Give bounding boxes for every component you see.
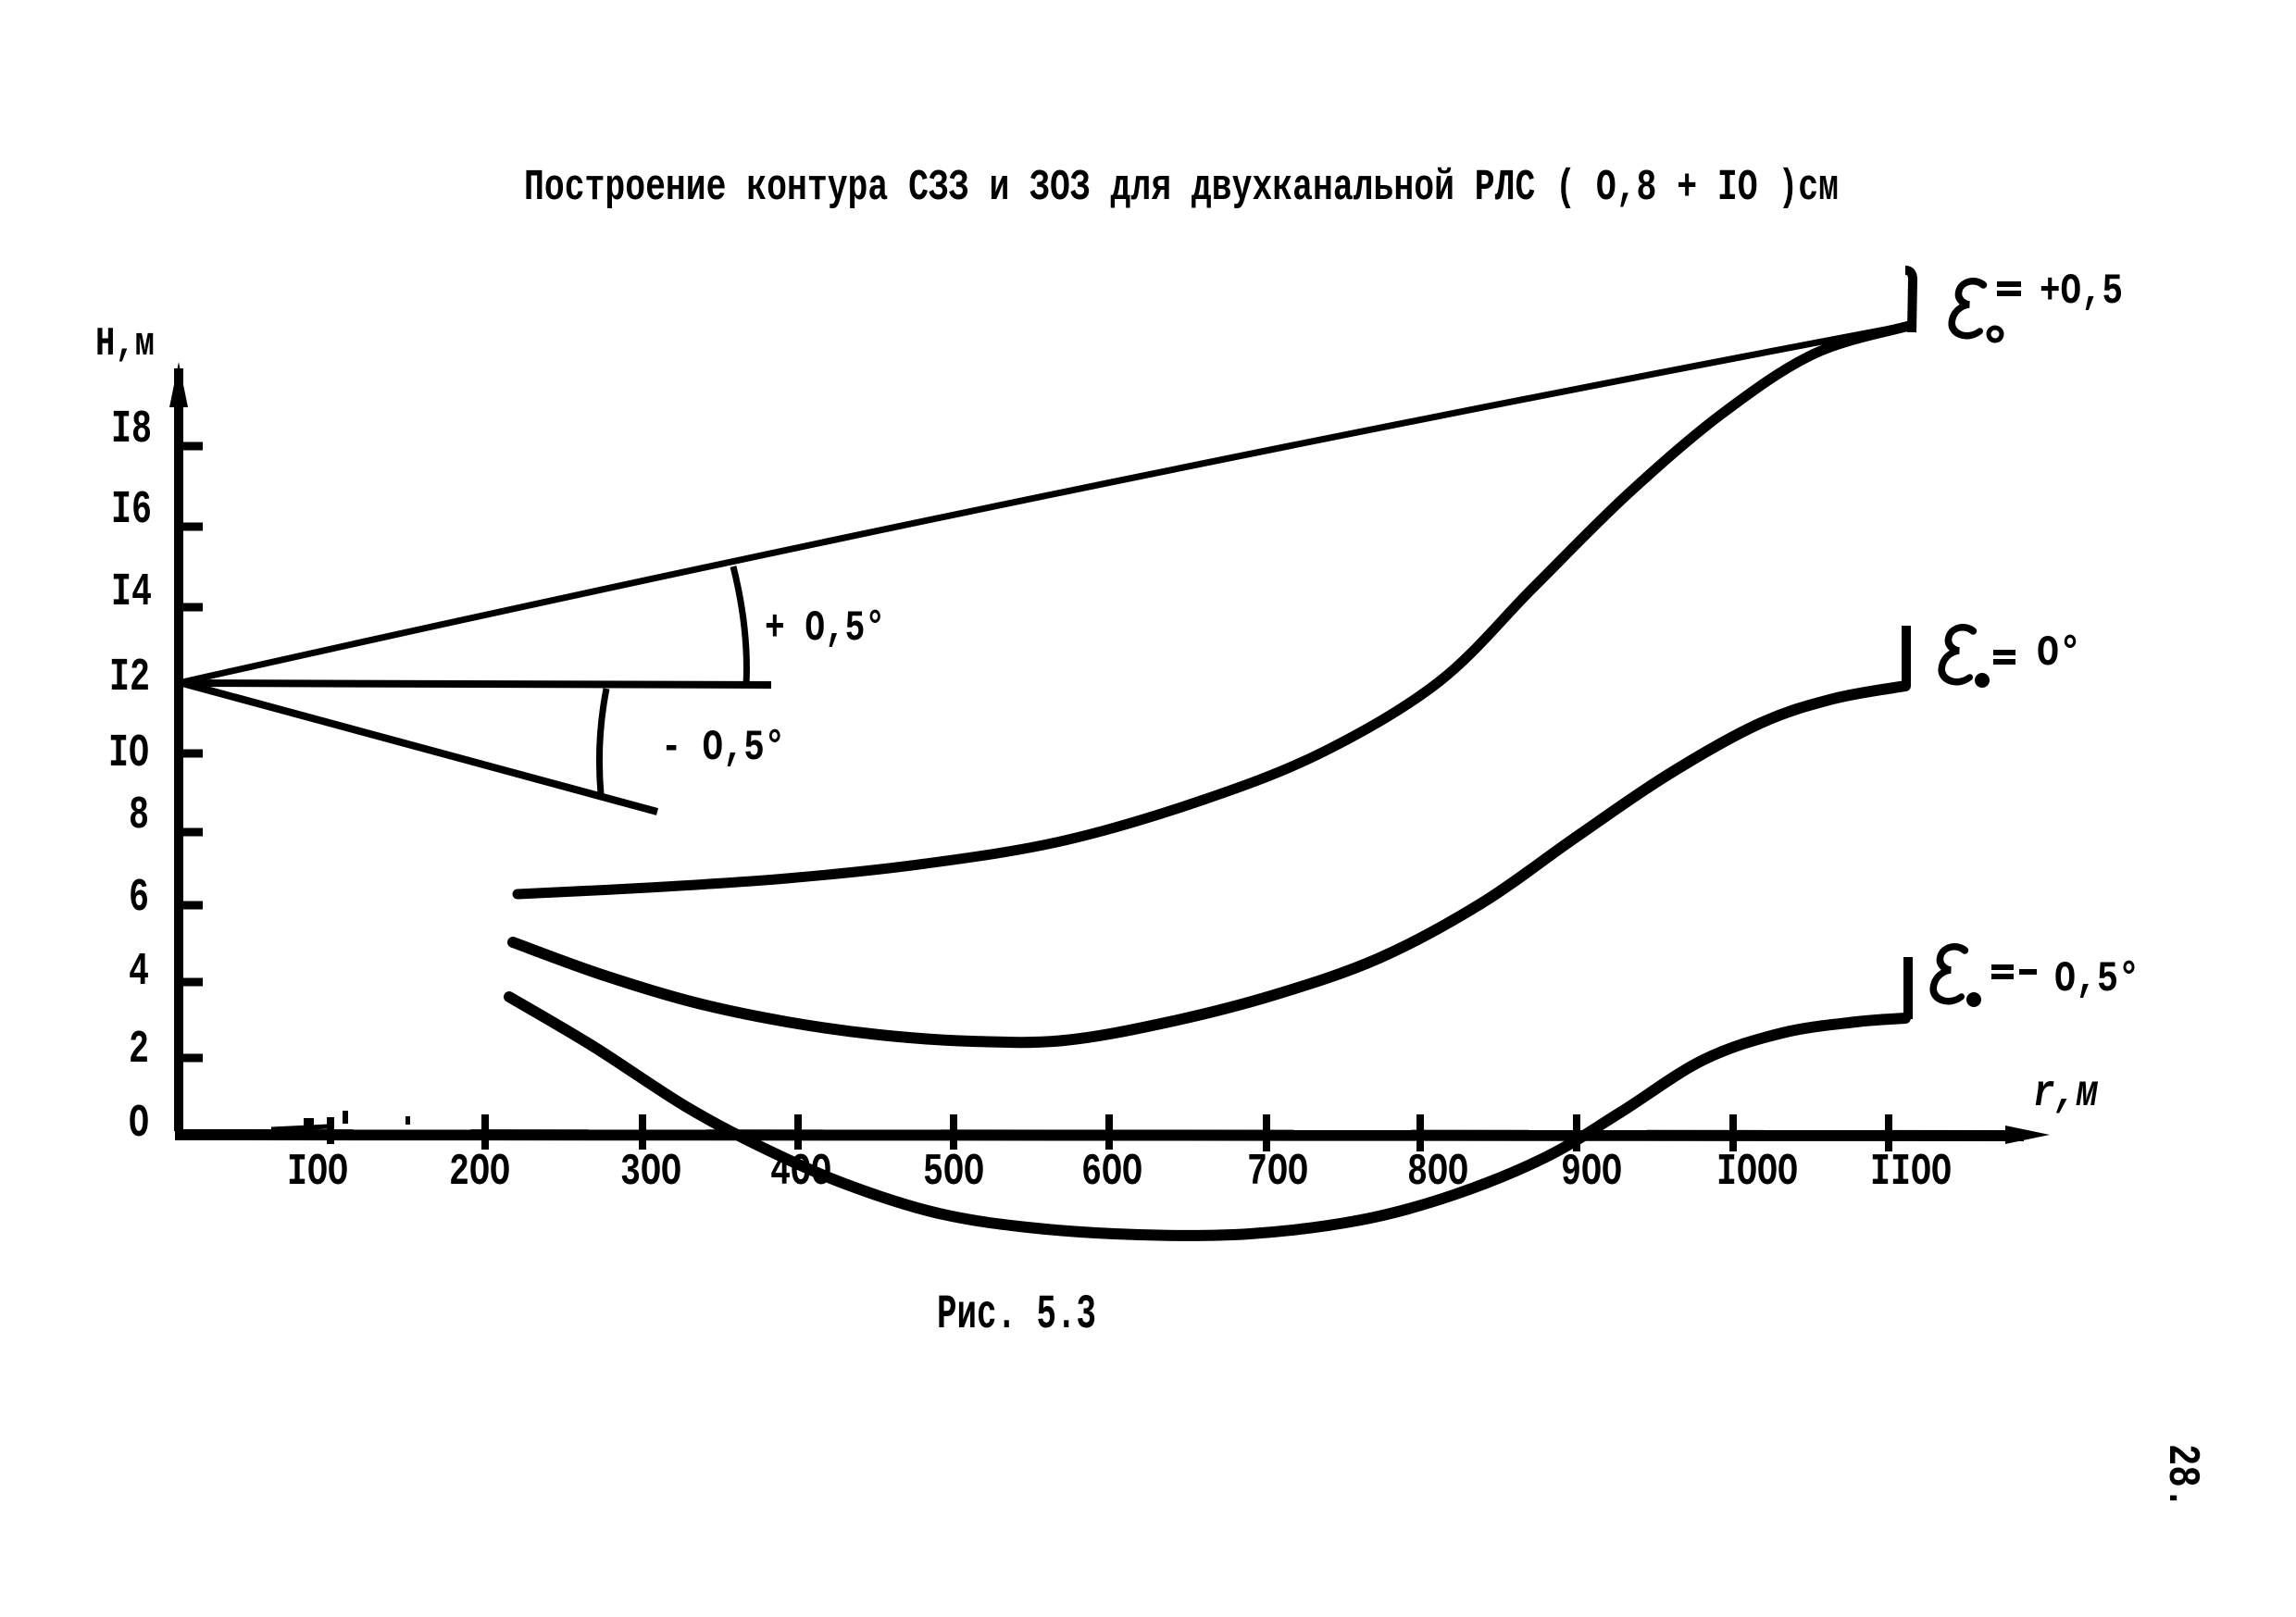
svg-text:6ОО: 6ОО xyxy=(1081,1148,1142,1198)
svg-text:8: 8 xyxy=(129,790,149,842)
svg-text:28.: 28. xyxy=(2156,1444,2206,1509)
svg-text:IООО: IООО xyxy=(1716,1148,1798,1198)
svg-text:I4: I4 xyxy=(111,566,152,619)
svg-text:I2: I2 xyxy=(109,652,150,704)
svg-text:5ОО: 5ОО xyxy=(923,1148,984,1198)
svg-text:9ОО: 9ОО xyxy=(1561,1148,1622,1198)
svg-text:IIОО: IIОО xyxy=(1870,1148,1952,1198)
svg-text:3ОО: 3ОО xyxy=(620,1148,681,1198)
svg-text:7ОО: 7ОО xyxy=(1247,1148,1308,1198)
svg-text:О,5°: О,5° xyxy=(2054,955,2140,1003)
svg-text:r,м: r,м xyxy=(2033,1069,2098,1119)
svg-text:8ОО: 8ОО xyxy=(1407,1148,1468,1198)
svg-text:О: О xyxy=(129,1098,149,1151)
svg-text:О°: О° xyxy=(2037,629,2081,678)
svg-text:IОО: IОО xyxy=(287,1148,348,1198)
svg-text:- О,5°: - О,5° xyxy=(661,724,785,772)
svg-text:6: 6 xyxy=(129,872,149,925)
svg-text:4: 4 xyxy=(129,946,149,999)
svg-text:I8: I8 xyxy=(111,404,152,456)
svg-text:IО: IО xyxy=(108,728,149,780)
svg-text:+ О,5°: + О,5° xyxy=(765,604,885,653)
svg-text:+О,5: +О,5 xyxy=(2040,267,2123,316)
svg-text:I6: I6 xyxy=(111,484,152,537)
svg-text:Н,м: Н,м xyxy=(95,321,155,367)
svg-text:2: 2 xyxy=(129,1024,149,1076)
svg-text:Рис. 5.3: Рис. 5.3 xyxy=(937,1287,1096,1342)
svg-text:Построение контура СЗЗ и ЗОЗ д: Построение контура СЗЗ и ЗОЗ для двухкан… xyxy=(524,164,1839,213)
svg-text:4ОО: 4ОО xyxy=(770,1148,831,1198)
svg-text:2ОО: 2ОО xyxy=(449,1148,510,1198)
